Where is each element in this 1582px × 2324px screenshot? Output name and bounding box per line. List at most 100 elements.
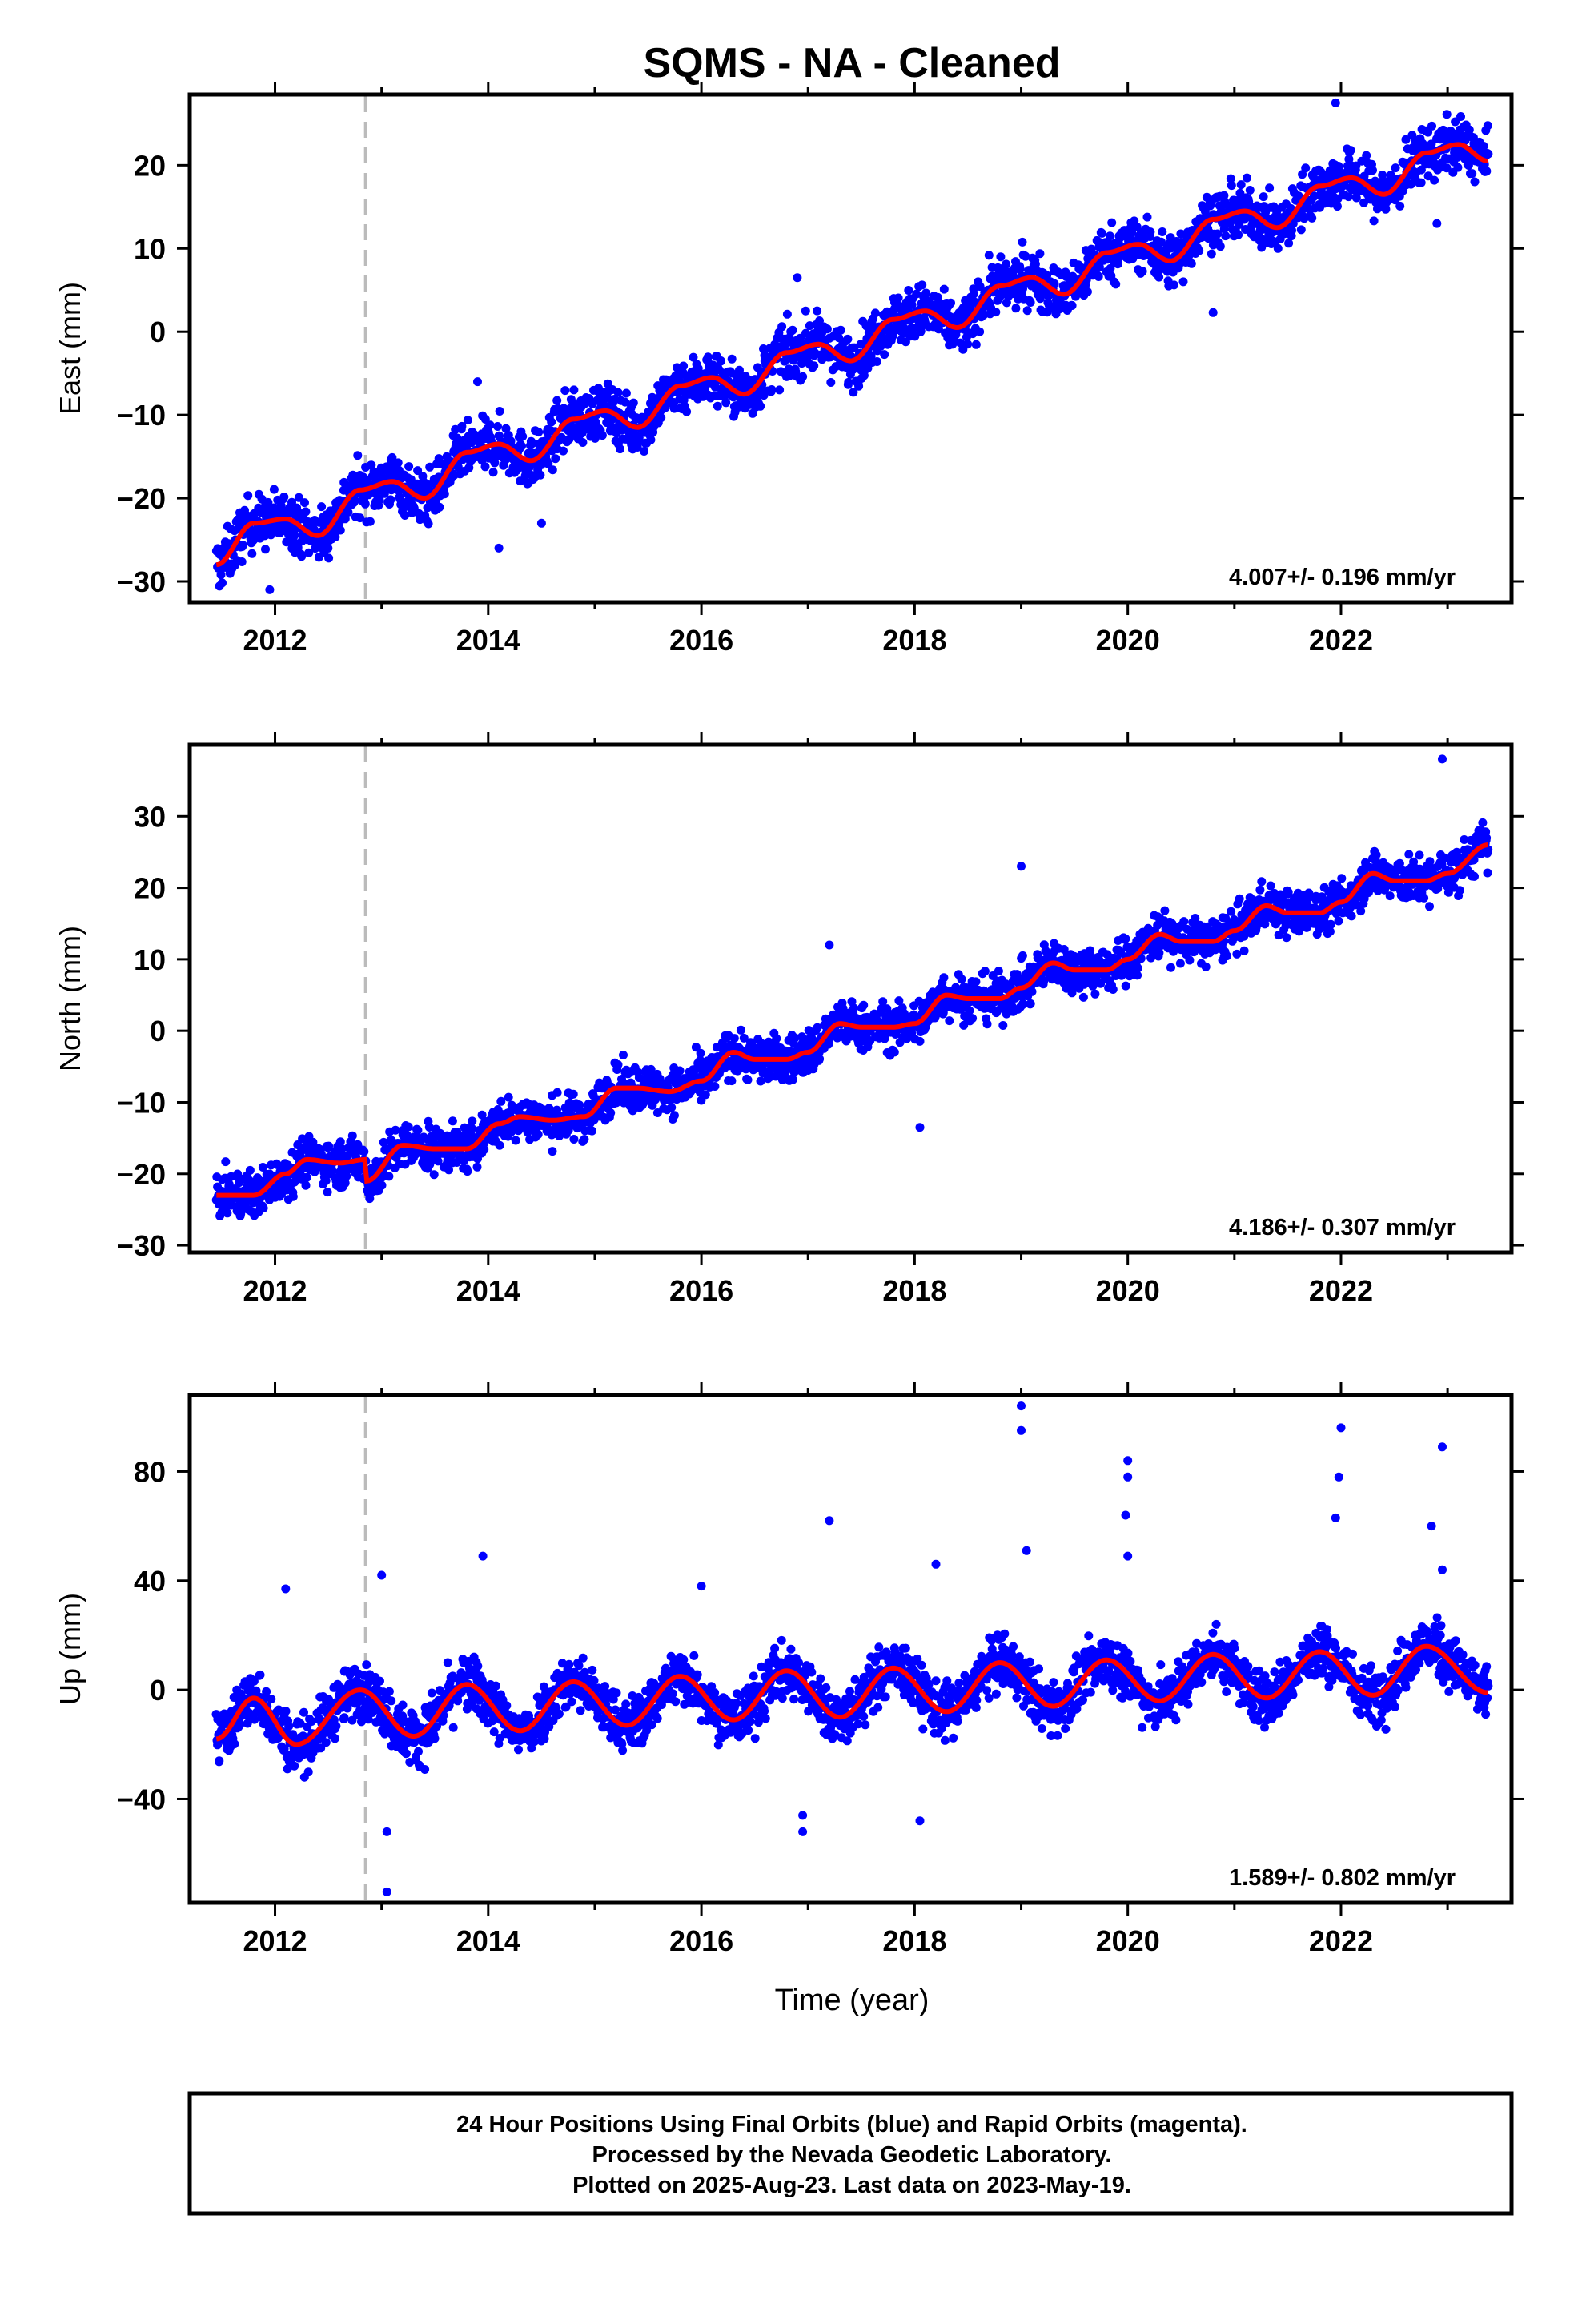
data-point	[227, 1200, 236, 1210]
data-point	[1026, 298, 1035, 307]
data-point	[889, 1047, 899, 1057]
data-point	[1090, 989, 1100, 999]
data-point	[1227, 181, 1236, 191]
data-point	[946, 298, 955, 308]
data-point	[1368, 166, 1377, 175]
data-point	[290, 531, 299, 541]
data-point	[713, 401, 722, 411]
data-point	[939, 284, 949, 294]
data-point	[640, 447, 648, 456]
data-point	[1113, 259, 1122, 269]
data-point	[772, 1034, 781, 1043]
data-point	[1015, 264, 1025, 274]
data-point	[223, 1208, 232, 1218]
data-point	[1442, 163, 1452, 173]
data-point	[1479, 142, 1488, 151]
data-points	[211, 98, 1493, 594]
data-point	[343, 508, 353, 517]
data-point	[1484, 149, 1493, 159]
data-point	[843, 334, 853, 344]
data-point	[661, 403, 670, 412]
data-point	[1401, 135, 1411, 144]
outlier-point	[1432, 219, 1442, 228]
data-point	[849, 1003, 858, 1013]
data-point	[317, 502, 327, 512]
data-point	[1201, 962, 1211, 971]
data-point	[588, 1126, 596, 1136]
data-point	[669, 1111, 679, 1120]
data-point	[1245, 186, 1255, 195]
data-point	[1283, 887, 1293, 897]
north-panel: 2012 2014 2016 2018 2020 2022−30−20−100102030…	[54, 732, 1524, 1307]
data-point	[667, 1103, 677, 1112]
fit-curve	[215, 142, 1488, 568]
data-point	[238, 541, 247, 550]
data-point	[1082, 287, 1092, 296]
data-point	[488, 468, 498, 477]
y-tick-label: 10	[134, 232, 166, 265]
data-point	[921, 288, 931, 298]
y-tick-label: 20	[134, 149, 166, 182]
data-point	[533, 1130, 543, 1139]
data-point	[619, 1051, 628, 1059]
data-point	[1307, 213, 1317, 223]
data-point	[1018, 237, 1027, 247]
data-point	[259, 1204, 268, 1213]
outlier-point	[793, 273, 802, 283]
data-point	[620, 397, 630, 407]
data-point	[801, 306, 810, 316]
outlier-point	[536, 518, 546, 528]
data-point	[1483, 121, 1492, 131]
data-point	[1395, 201, 1405, 211]
figure-title: SQMS - NA - Cleaned	[643, 40, 1060, 86]
data-point	[609, 395, 619, 404]
data-point	[1223, 951, 1231, 961]
data-point	[468, 1116, 477, 1126]
data-point	[788, 1075, 797, 1084]
data-point	[1035, 294, 1045, 304]
data-point	[452, 433, 462, 443]
outlier-point	[1331, 98, 1340, 107]
data-point	[1468, 169, 1477, 179]
data-point	[435, 502, 444, 512]
data-point	[721, 398, 731, 408]
data-point	[1154, 272, 1164, 282]
data-point	[365, 517, 375, 526]
data-point	[1221, 231, 1231, 241]
data-point	[893, 293, 903, 303]
data-point	[323, 1188, 332, 1197]
data-point	[323, 544, 333, 553]
data-point	[552, 1088, 562, 1097]
data-point	[548, 465, 557, 475]
data-point	[1235, 894, 1244, 903]
data-point	[359, 1147, 369, 1156]
data-point	[736, 1025, 745, 1035]
data-point	[1282, 933, 1291, 943]
x-tick-label: 2020	[1096, 624, 1160, 657]
outlier-point	[1208, 308, 1218, 317]
data-point	[912, 289, 921, 299]
data-point	[480, 1145, 489, 1154]
data-point	[400, 511, 410, 520]
data-point	[1266, 881, 1275, 891]
data-point	[404, 1122, 413, 1132]
data-point	[1391, 163, 1400, 173]
data-point	[836, 325, 845, 335]
data-point	[1451, 117, 1460, 127]
data-point	[1108, 985, 1118, 994]
data-point	[822, 324, 832, 334]
data-point	[496, 1096, 506, 1106]
data-point	[606, 1108, 616, 1118]
data-point	[1343, 192, 1353, 202]
data-point	[1154, 948, 1164, 958]
outlier-point	[494, 543, 504, 553]
data-point	[1362, 151, 1371, 160]
data-point	[485, 420, 495, 430]
data-point	[247, 549, 257, 558]
data-point	[1111, 279, 1121, 289]
data-point	[1442, 110, 1452, 119]
data-point	[994, 967, 1003, 976]
data-point	[1347, 911, 1356, 921]
data-point	[302, 1172, 311, 1182]
y-axis-label: East (mm)	[54, 282, 86, 415]
